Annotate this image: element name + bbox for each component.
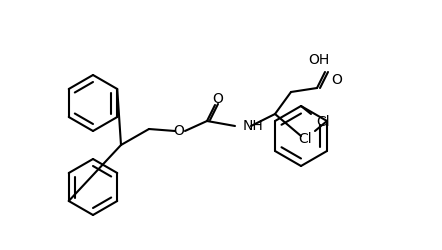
Text: OH: OH [309,53,330,67]
Text: Cl: Cl [316,115,330,129]
Text: O: O [174,124,184,138]
Text: O: O [213,92,224,106]
Text: NH: NH [243,119,264,133]
Text: Cl: Cl [298,132,312,146]
Text: O: O [332,73,343,87]
